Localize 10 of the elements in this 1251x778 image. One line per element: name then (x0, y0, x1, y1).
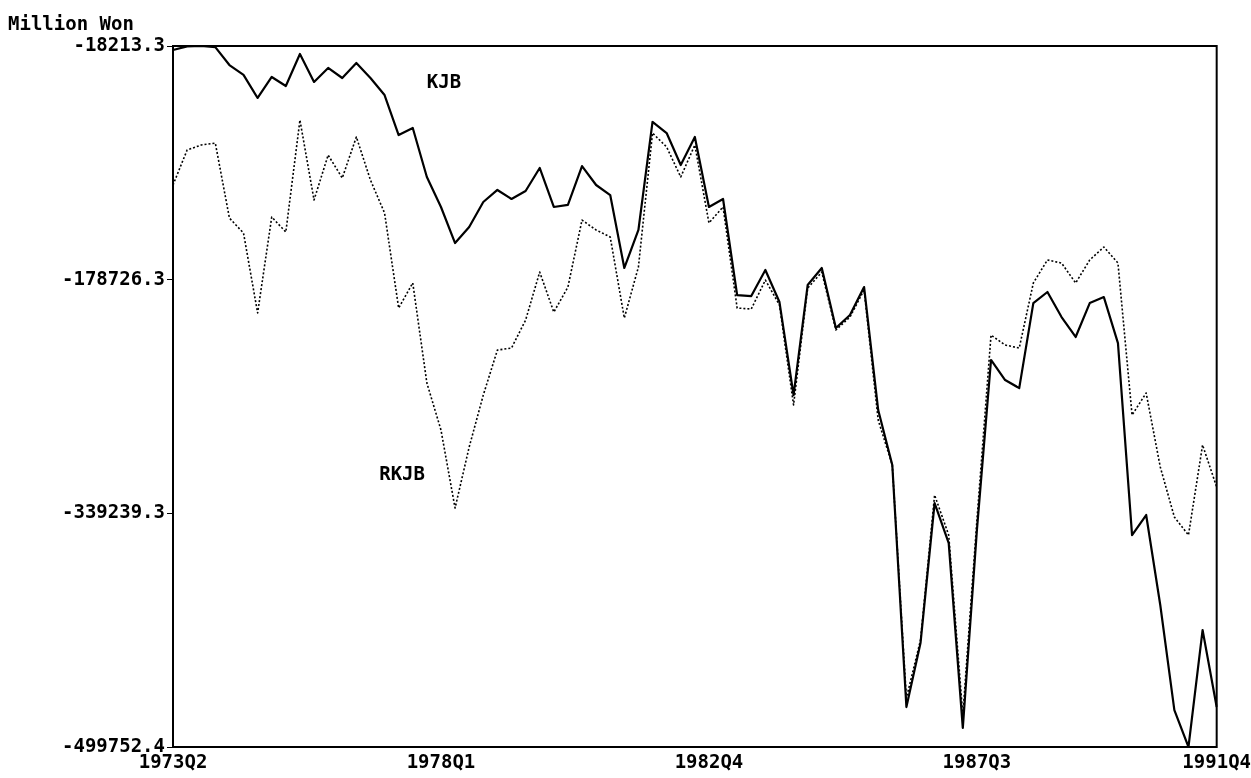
y-tick-label: -339239.3 (62, 500, 165, 523)
x-tick-label: 1991Q4 (1182, 750, 1251, 773)
x-tick-label: 1982Q4 (674, 750, 744, 773)
text: KJB (426, 69, 462, 92)
x-tick-label: 1978Q1 (406, 750, 476, 773)
series-label: RKJB (379, 462, 425, 485)
x-tick-label: 1987Q3 (942, 750, 1012, 773)
y-tick-label: -18213.3 (73, 32, 165, 55)
y-axis-title: Million Won (8, 12, 134, 34)
y-tick-label: -178726.3 (62, 266, 165, 289)
